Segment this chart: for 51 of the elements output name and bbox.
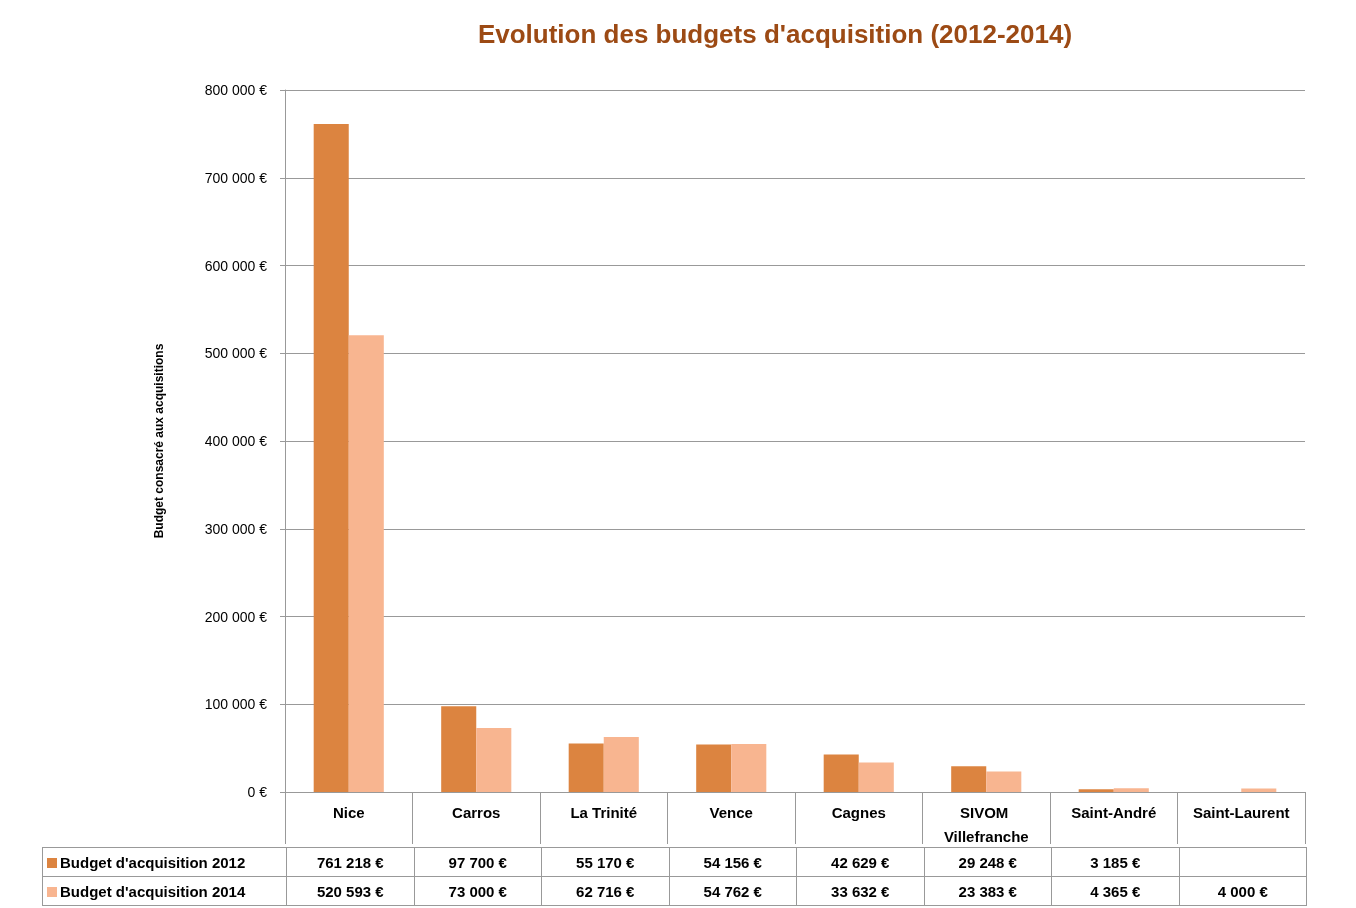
y-tick-label: 800 000 €	[204, 82, 268, 98]
data-label: 54 156 €	[669, 847, 797, 877]
bar	[858, 762, 894, 792]
legend-label: Budget d'acquisition 2014	[42, 876, 287, 906]
legend-label: Budget d'acquisition 2012	[42, 847, 287, 877]
data-label: 54 762 €	[669, 876, 797, 906]
chart-title: Evolution des budgets d'acquisition (2012-2014)	[477, 19, 1073, 49]
y-tick-label: 400 000 €	[204, 433, 268, 449]
x-tick-label: Saint-André	[1071, 803, 1157, 821]
data-label: 761 218 €	[286, 847, 414, 877]
data-label: 4 000 €	[1179, 876, 1307, 906]
bar	[603, 736, 639, 792]
data-label: 33 632 €	[796, 876, 924, 906]
y-tick-label: 700 000 €	[204, 169, 268, 186]
data-label: 73 000 €	[414, 876, 542, 906]
bar	[568, 743, 604, 792]
x-tick-label: Carros	[452, 803, 501, 821]
y-tick-label: 300 000 €	[204, 520, 268, 537]
bar	[986, 771, 1022, 792]
y-tick-label: 500 000 €	[204, 345, 268, 362]
x-tick-label: Saint-Laurent	[1192, 803, 1290, 821]
bar	[1241, 788, 1277, 792]
bar	[1078, 789, 1114, 792]
y-tick-label: 200 000 €	[204, 608, 268, 625]
data-label: 520 593 €	[286, 876, 414, 906]
data-label: 42 629 €	[796, 847, 924, 877]
bar	[823, 754, 859, 792]
bar	[441, 706, 477, 792]
y-axis-title: Budget consacré aux acquisitions	[152, 343, 166, 539]
x-tick-label: SIVOM Villefranche	[943, 803, 1029, 845]
y-tick-label: 600 000 €	[204, 257, 268, 274]
y-tick-label: 0 €	[247, 784, 268, 800]
data-label: 4 365 €	[1051, 876, 1179, 906]
bar	[348, 335, 384, 792]
bar	[1113, 788, 1149, 792]
bar	[696, 744, 732, 792]
data-label: 3 185 €	[1051, 847, 1179, 877]
y-tick-label: 100 000 €	[204, 696, 268, 713]
data-label: 55 170 €	[541, 847, 669, 877]
data-label: 29 248 €	[924, 847, 1052, 877]
x-tick-label: La Trinité	[570, 803, 638, 821]
x-tick-label: Nice	[332, 803, 365, 821]
bar	[313, 124, 349, 792]
data-label: 97 700 €	[414, 847, 542, 877]
data-label: 62 716 €	[541, 876, 669, 906]
bar	[951, 766, 987, 792]
data-label: 23 383 €	[924, 876, 1052, 906]
bar	[476, 727, 512, 792]
x-tick-label: Vence	[709, 803, 753, 821]
x-tick-label: Cagnes	[831, 803, 886, 821]
bar	[731, 743, 767, 792]
